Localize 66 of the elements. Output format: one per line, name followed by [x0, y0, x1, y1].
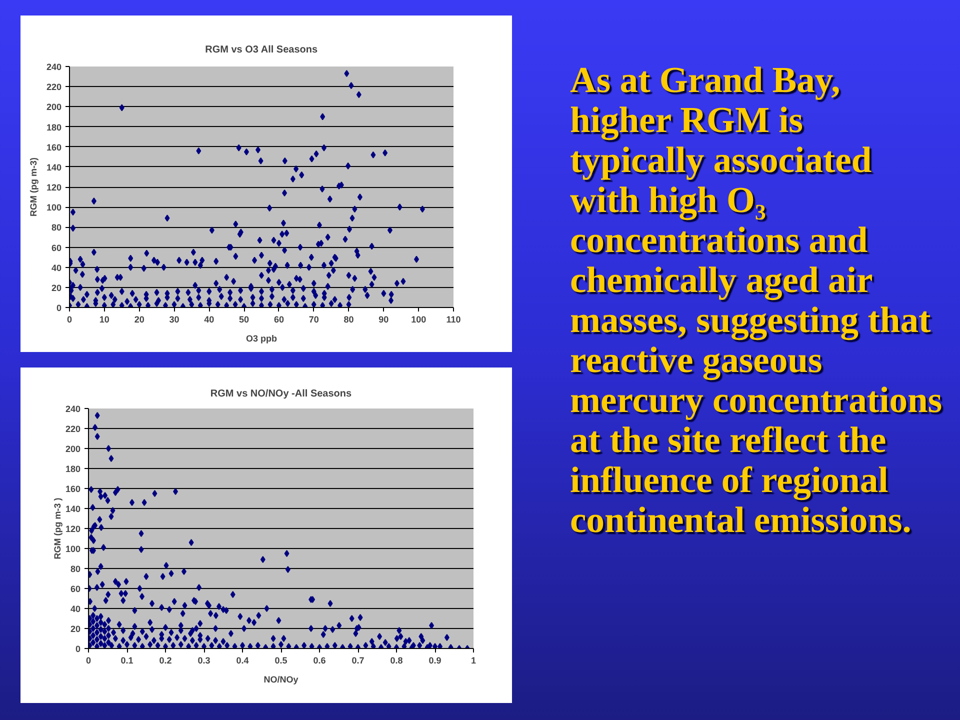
y-tick-label: 60: [51, 242, 62, 253]
x-tick-label: 0.2: [159, 656, 172, 666]
x-tick-label: 100: [411, 314, 426, 324]
x-tick-label: 0.4: [236, 656, 249, 666]
y-tick-label: 160: [46, 142, 62, 152]
y-tick-label: 140: [65, 504, 81, 514]
y-tick-label: 100: [46, 202, 62, 213]
x-tick-label: 0.8: [390, 656, 403, 666]
text: mercury concentrations: [570, 379, 942, 420]
x-axis-title: O3 ppb: [246, 334, 278, 344]
y-tick-label: 80: [51, 222, 62, 233]
x-tick-label: 0.9: [428, 656, 442, 666]
y-tick-label: 40: [51, 262, 62, 273]
y-tick-label: 0: [75, 644, 81, 654]
x-tick-label: 0: [86, 656, 92, 666]
text: continental emissions.: [570, 499, 912, 540]
y-tick-label: 0: [56, 303, 62, 313]
x-tick-label: 70: [308, 314, 319, 324]
chart-title: RGM vs NO/NOy -All Seasons: [210, 388, 352, 400]
x-tick-label: 60: [274, 314, 284, 324]
x-tick-label: 30: [169, 314, 180, 324]
y-axis-title: RGM (pg m-3): [28, 157, 38, 216]
x-tick-label: 80: [344, 314, 354, 324]
text: chemically aged air: [570, 259, 873, 300]
y-tick-label: 220: [46, 82, 62, 92]
y-tick-label: 20: [51, 282, 62, 293]
x-tick-label: 90: [378, 314, 389, 324]
x-tick-label: 0.3: [198, 656, 210, 666]
y-tick-label: 120: [65, 524, 81, 534]
y-tick-label: 80: [70, 564, 81, 574]
y-tick-label: 200: [65, 444, 81, 454]
y-tick-label: 40: [70, 604, 81, 614]
y-tick-label: 140: [46, 162, 62, 172]
y-tick-label: 180: [65, 464, 81, 474]
y-tick-label: 220: [65, 424, 81, 434]
y-tick-label: 200: [46, 102, 62, 112]
x-tick-label: 0.1: [120, 656, 134, 666]
x-tick-label: 1: [470, 656, 476, 666]
text: As at Grand Bay,: [570, 59, 840, 100]
y-tick-label: 60: [70, 584, 81, 594]
y-tick-label: 240: [46, 62, 62, 72]
text: higher RGM is: [570, 99, 804, 140]
text: with high O₃: [570, 179, 766, 220]
y-axis-title: RGM (pg m-3 ): [52, 498, 62, 560]
text: at the site reflect the: [570, 419, 886, 460]
x-tick-label: 40: [204, 314, 214, 324]
text: reactive gaseous: [570, 339, 822, 380]
x-tick-label: 110: [446, 314, 461, 324]
x-tick-label: 0.6: [313, 656, 326, 666]
x-tick-label: 0.7: [352, 656, 364, 666]
x-tick-label: 20: [134, 314, 144, 324]
y-tick-label: 100: [65, 544, 81, 554]
y-tick-label: 120: [46, 182, 62, 192]
chart-title: RGM vs O3 All Seasons: [205, 44, 318, 56]
x-tick-label: 50: [239, 314, 250, 324]
text: concentrations and: [570, 219, 868, 260]
x-tick-label: 10: [99, 314, 110, 324]
y-tick-label: 180: [46, 122, 62, 132]
x-tick-label: 0.5: [274, 656, 288, 666]
y-tick-label: 240: [65, 404, 81, 414]
x-axis-title: NO/NOy: [264, 674, 298, 684]
y-tick-label: 20: [70, 624, 81, 634]
text: typically associated: [570, 139, 872, 180]
text: masses, suggesting that: [570, 299, 931, 340]
y-tick-label: 160: [65, 484, 81, 494]
text: influence of regional: [570, 459, 888, 500]
